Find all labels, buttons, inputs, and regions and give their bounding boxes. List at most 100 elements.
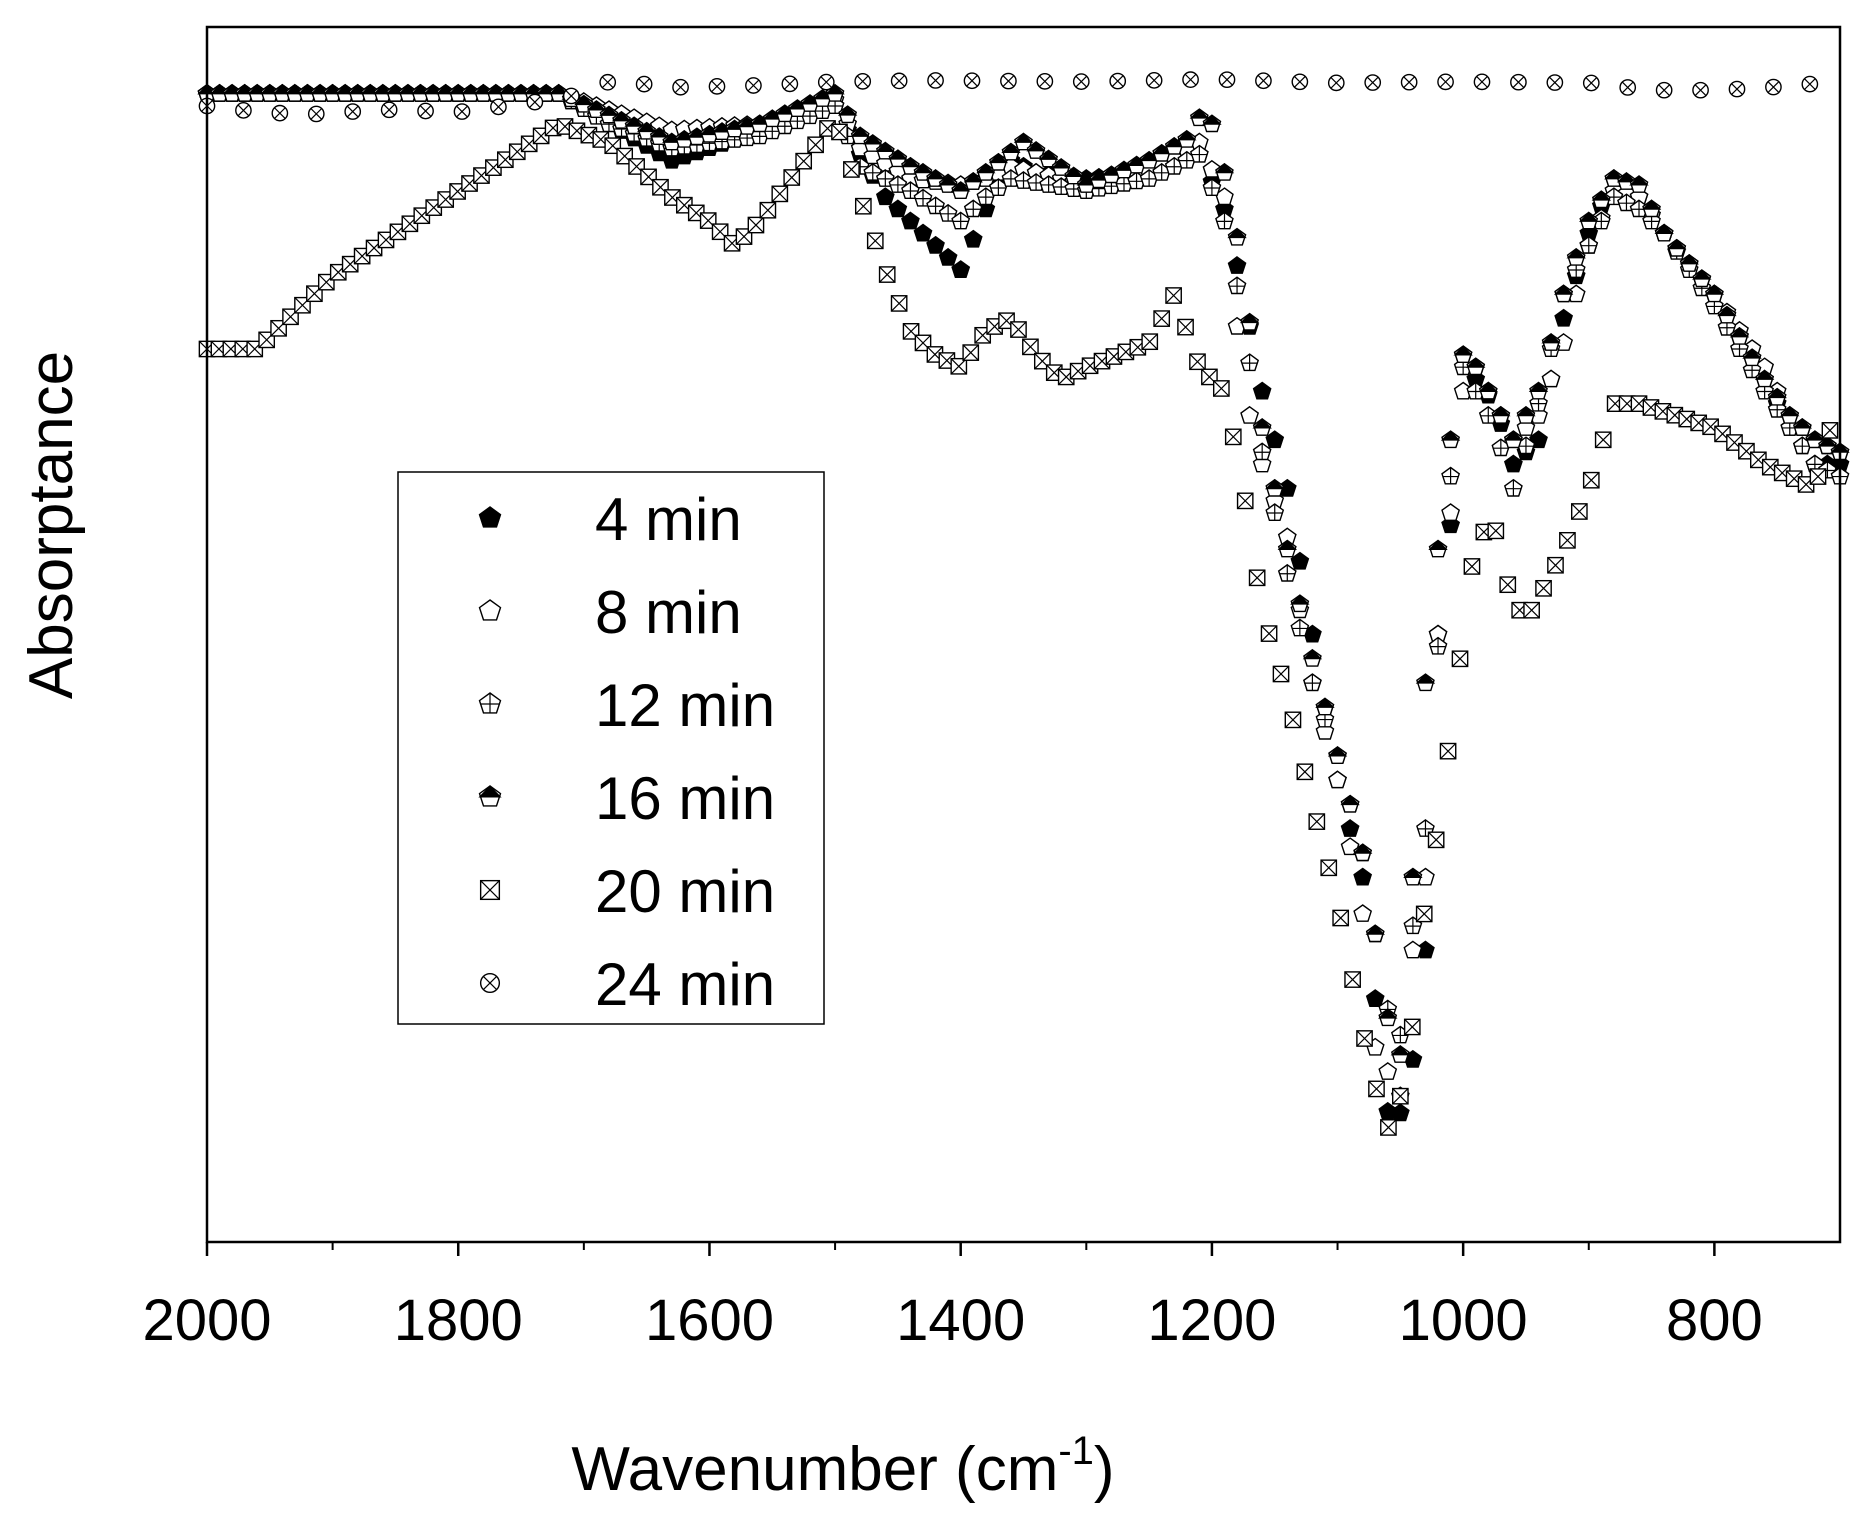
data-point [1516,436,1536,455]
data-point [1767,387,1787,406]
legend-marker-16-min [478,785,502,807]
data-point [950,357,968,375]
legend-label-4min: 4 min [595,486,742,553]
data-point [938,203,958,222]
x-tick-label: 1200 [1147,1288,1276,1353]
data-point [926,196,945,215]
data-point [771,185,789,203]
data-point [1503,478,1523,497]
data-point [1239,312,1260,331]
data-point [1655,81,1673,99]
data-point [1308,813,1326,830]
data-point [1451,650,1469,668]
data-point [927,72,944,89]
data-point [1441,466,1461,485]
data-point [1378,1062,1398,1080]
data-point [1277,563,1297,582]
data-point [1541,369,1561,388]
data-point [1182,71,1199,89]
data-point [1528,381,1549,400]
data-point [1654,223,1674,242]
data-point [1390,1103,1410,1122]
data-point [1487,522,1505,540]
data-point [1717,305,1737,324]
data-point [1212,380,1230,397]
data-point [888,149,908,168]
x-tick-label: 1400 [896,1288,1025,1353]
data-point [1641,199,1662,218]
data-point [1559,531,1576,549]
data-point [1290,618,1310,637]
data-point [1742,348,1762,367]
data-point [1353,904,1373,922]
data-point [1000,72,1017,90]
data-point [901,211,920,230]
data-point [1290,594,1310,613]
data-point [863,134,883,152]
data-point [271,104,289,122]
data-point [1619,79,1637,96]
data-point [1303,673,1322,692]
data-point [843,161,860,178]
data-point [380,101,398,119]
data-point [926,235,945,254]
data-point [1439,742,1457,760]
data-point [635,75,653,93]
data-point [235,102,252,119]
x-tick-label: 1000 [1399,1288,1528,1353]
data-point [850,126,870,145]
data-point [307,105,325,123]
data-point [795,152,813,170]
data-point [1001,142,1021,161]
data-point [866,232,884,250]
data-point [974,326,992,344]
data-point [1428,539,1448,558]
data-point [1227,256,1247,274]
data-point [1403,940,1423,959]
data-point [1821,422,1839,439]
data-point [1265,503,1285,521]
data-point [1400,73,1418,91]
data-point [1535,579,1552,597]
data-point [963,199,983,218]
legend-markers [478,506,502,994]
data-point [1499,576,1517,594]
data-point [1227,227,1247,246]
data-point [1591,190,1612,209]
data-point [950,181,971,200]
data-point [854,197,872,215]
data-point [1141,333,1159,351]
data-point [901,181,920,200]
data-point [1503,430,1524,449]
legend: 4 min 8 min 12 min 16 min 20 min 24 min [397,471,825,1025]
data-point [781,75,799,93]
data-point [759,201,777,219]
data-point [1302,648,1323,667]
data-point [745,77,762,94]
data-point [1215,211,1234,230]
data-point [951,211,971,230]
data-point [526,93,544,111]
data-point [1189,144,1209,163]
data-point [1582,74,1600,92]
data-point [1780,405,1800,424]
data-point [1390,1045,1411,1063]
data-point [1546,74,1564,91]
data-point [599,73,617,91]
data-point [1579,235,1599,254]
x-axis-label-superscript: -1 [1058,1429,1094,1473]
data-point [854,72,872,90]
data-point [1478,381,1498,400]
data-point [1365,924,1385,943]
data-point [490,98,507,116]
data-point [1553,284,1574,303]
data-point [951,260,971,278]
data-point [913,223,933,242]
data-point [913,188,933,207]
data-point [1327,74,1345,92]
x-tick-label: 1600 [645,1288,774,1353]
legend-label-20min: 20 min [595,858,775,925]
data-point [1240,353,1260,372]
data-point [1368,1080,1385,1098]
data-point [1692,81,1709,99]
